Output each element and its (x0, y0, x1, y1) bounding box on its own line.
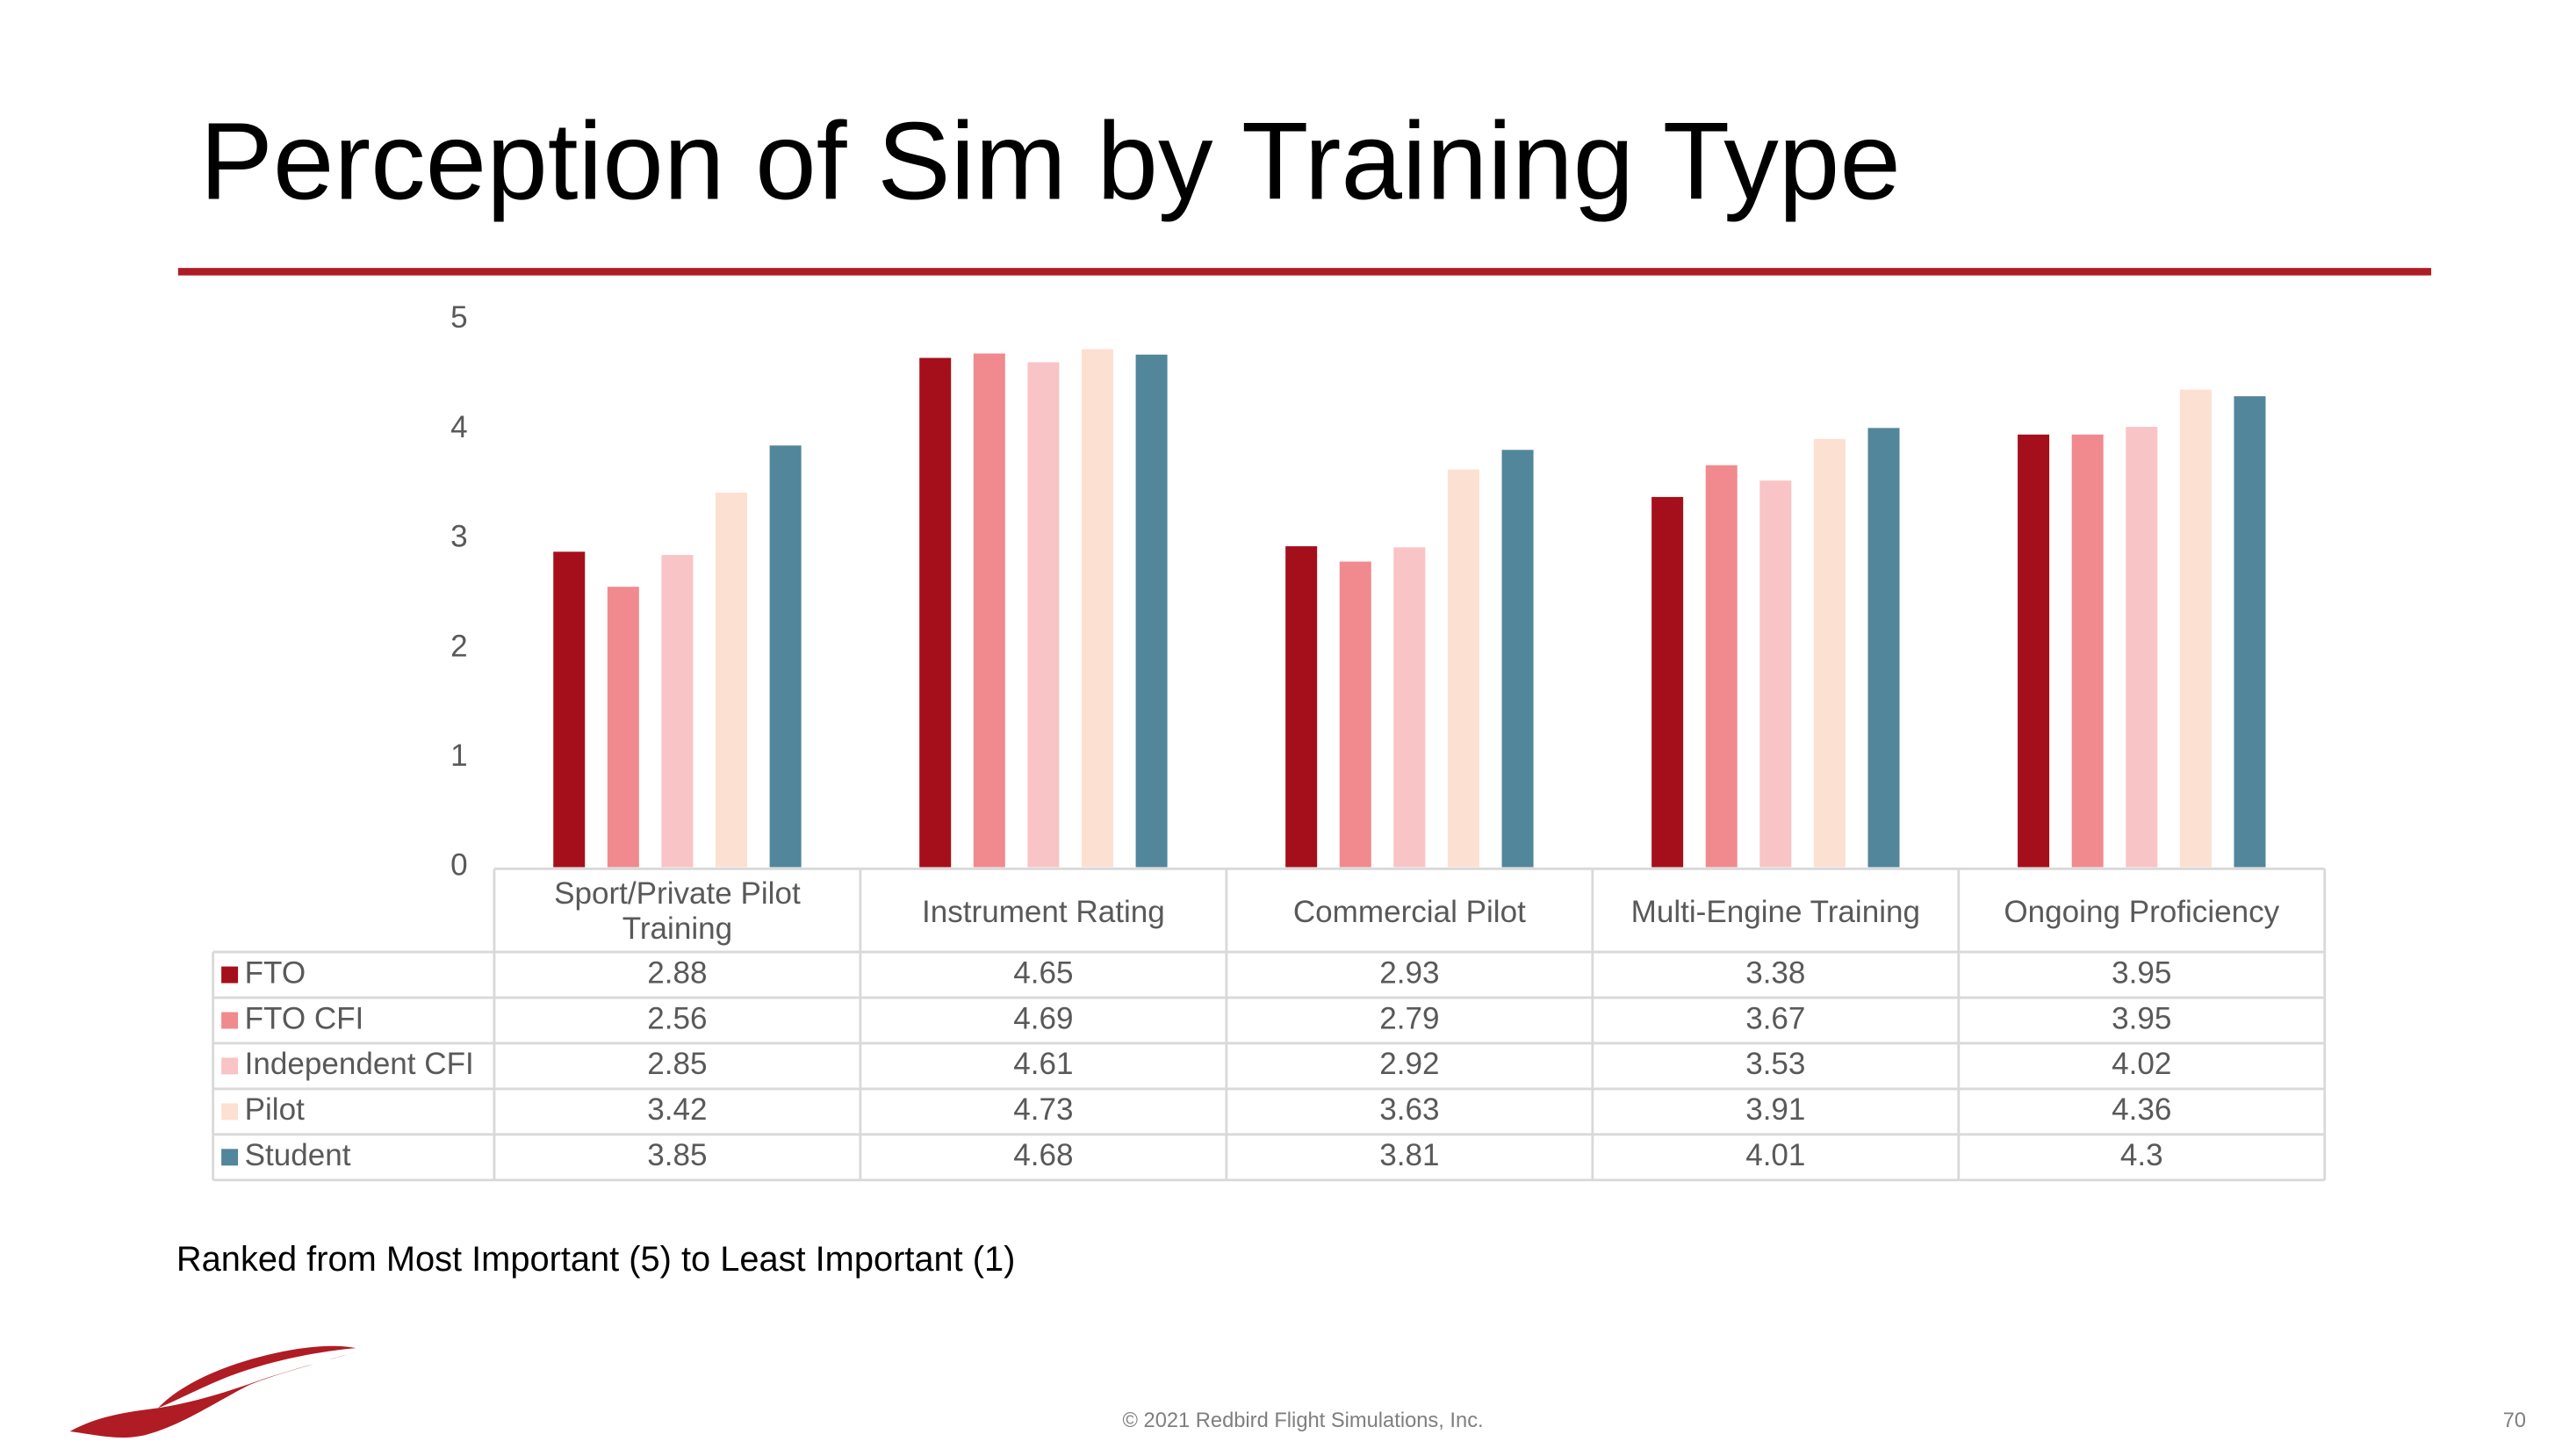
table-value: 4.61 (1013, 1047, 1073, 1081)
title-rule (177, 268, 2432, 276)
legend-swatch (221, 1103, 239, 1121)
legend-swatch (221, 1057, 239, 1075)
y-tick-label: 0 (450, 848, 468, 883)
bar (2234, 396, 2266, 868)
logo (69, 1345, 358, 1438)
table-value: 4.02 (2112, 1047, 2171, 1081)
chart-title: Perception of Sim by Training Type (199, 99, 1900, 222)
bar (1501, 450, 1534, 868)
table-value: 2.79 (1379, 1001, 1439, 1035)
category-cell: Ongoing Proficiency (2004, 892, 2280, 928)
page-number: 70 (2503, 1409, 2526, 1432)
bar (1813, 438, 1846, 868)
legend-swatch (221, 1149, 239, 1166)
table-value: 4.68 (1013, 1138, 1073, 1172)
category-cell: Instrument Rating (922, 892, 1165, 928)
table-value: 2.88 (647, 955, 707, 990)
table-value: 4.65 (1013, 955, 1073, 990)
table-value: 2.93 (1379, 955, 1439, 990)
table-value: 3.38 (1745, 955, 1805, 990)
y-tick-label: 2 (450, 629, 468, 663)
table-value: 3.42 (647, 1092, 707, 1127)
x-tick-label: Ongoing Proficiency (2004, 892, 2280, 928)
table-value: 2.92 (1379, 1047, 1439, 1081)
table-value: 4.01 (1745, 1138, 1805, 1172)
bar (919, 357, 952, 868)
legend-label: FTO CFI (245, 1001, 364, 1035)
bar (1651, 496, 1684, 868)
bar (2126, 427, 2158, 868)
y-tick-label: 1 (450, 739, 468, 773)
legend-label: Student (245, 1138, 351, 1172)
y-tick-label: 4 (450, 410, 468, 444)
table-value: 2.56 (647, 1001, 707, 1035)
copyright: © 2021 Redbird Flight Simulations, Inc. (1122, 1409, 1483, 1432)
footnote: Ranked from Most Important (5) to Least … (176, 1240, 1016, 1279)
bar (2018, 434, 2050, 868)
bar (1759, 480, 1792, 868)
bar (661, 555, 694, 868)
table-value: 2.85 (647, 1047, 707, 1081)
bar (769, 445, 802, 868)
x-tick-label: Sport/Private Pilot Training (554, 875, 801, 946)
category-cell: Sport/Private Pilot Training (554, 875, 801, 946)
bar (1393, 547, 1426, 868)
legend-label: Pilot (245, 1092, 305, 1127)
table-value: 3.81 (1379, 1138, 1439, 1172)
bar (1135, 354, 1168, 868)
bar (716, 492, 748, 868)
table-value: 3.85 (647, 1138, 707, 1172)
bar (1081, 349, 1113, 868)
legend-swatch (221, 966, 239, 984)
bar (1447, 469, 1479, 868)
table-value: 3.67 (1745, 1001, 1805, 1035)
bar (2179, 389, 2212, 868)
table-value: 3.95 (2112, 1001, 2171, 1035)
bar (607, 587, 639, 868)
table-value: 4.69 (1013, 1001, 1073, 1035)
y-tick-label: 5 (450, 300, 468, 335)
bar (973, 353, 1005, 868)
bar (1027, 362, 1060, 868)
x-tick-label: Instrument Rating (922, 892, 1165, 928)
bar (1285, 546, 1318, 868)
table-value: 3.53 (1745, 1047, 1805, 1081)
bar (2071, 434, 2104, 868)
bar (1705, 465, 1738, 868)
table-value: 4.3 (2120, 1138, 2163, 1172)
category-cell: Commercial Pilot (1292, 892, 1526, 928)
legend-swatch (221, 1012, 239, 1029)
table-value: 4.73 (1013, 1092, 1073, 1127)
table-value: 4.36 (2112, 1092, 2171, 1127)
bar (1339, 561, 1371, 868)
table-value: 3.95 (2112, 955, 2171, 990)
table-value: 3.63 (1379, 1092, 1439, 1127)
y-tick-label: 3 (450, 520, 468, 554)
legend-label: Independent CFI (245, 1047, 474, 1081)
x-tick-label: Commercial Pilot (1292, 892, 1526, 928)
legend-label: FTO (245, 955, 306, 990)
table-value: 3.91 (1745, 1092, 1805, 1127)
bar (553, 551, 586, 868)
x-tick-label: Multi-Engine Training (1630, 892, 1921, 928)
bar (1867, 428, 1900, 868)
category-cell: Multi-Engine Training (1630, 892, 1921, 928)
